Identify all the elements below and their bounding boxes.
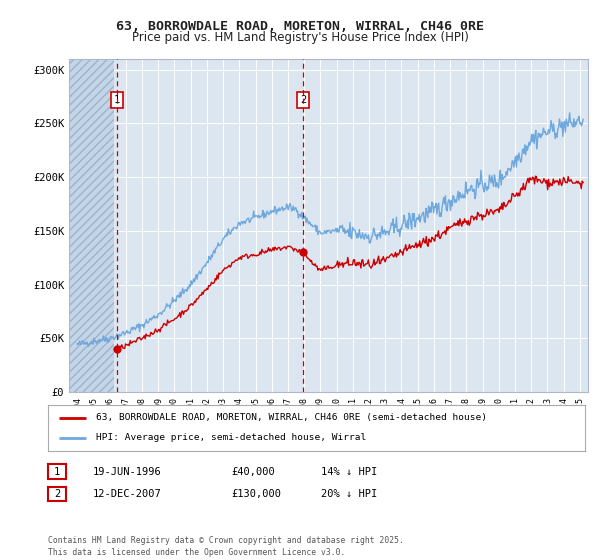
Text: Contains HM Land Registry data © Crown copyright and database right 2025.
This d: Contains HM Land Registry data © Crown c…: [48, 536, 404, 557]
Text: 19-JUN-1996: 19-JUN-1996: [93, 466, 162, 477]
Text: 63, BORROWDALE ROAD, MORETON, WIRRAL, CH46 0RE: 63, BORROWDALE ROAD, MORETON, WIRRAL, CH…: [116, 20, 484, 32]
Text: £40,000: £40,000: [231, 466, 275, 477]
Text: 2: 2: [54, 489, 60, 499]
Text: HPI: Average price, semi-detached house, Wirral: HPI: Average price, semi-detached house,…: [97, 433, 367, 442]
Text: 12-DEC-2007: 12-DEC-2007: [93, 489, 162, 499]
Text: 1: 1: [114, 95, 120, 105]
Text: 2: 2: [300, 95, 307, 105]
Text: Price paid vs. HM Land Registry's House Price Index (HPI): Price paid vs. HM Land Registry's House …: [131, 31, 469, 44]
Text: £130,000: £130,000: [231, 489, 281, 499]
Text: 14% ↓ HPI: 14% ↓ HPI: [321, 466, 377, 477]
Text: 63, BORROWDALE ROAD, MORETON, WIRRAL, CH46 0RE (semi-detached house): 63, BORROWDALE ROAD, MORETON, WIRRAL, CH…: [97, 413, 487, 422]
Text: 1: 1: [54, 466, 60, 477]
Text: 20% ↓ HPI: 20% ↓ HPI: [321, 489, 377, 499]
Bar: [69, 59, 115, 392]
